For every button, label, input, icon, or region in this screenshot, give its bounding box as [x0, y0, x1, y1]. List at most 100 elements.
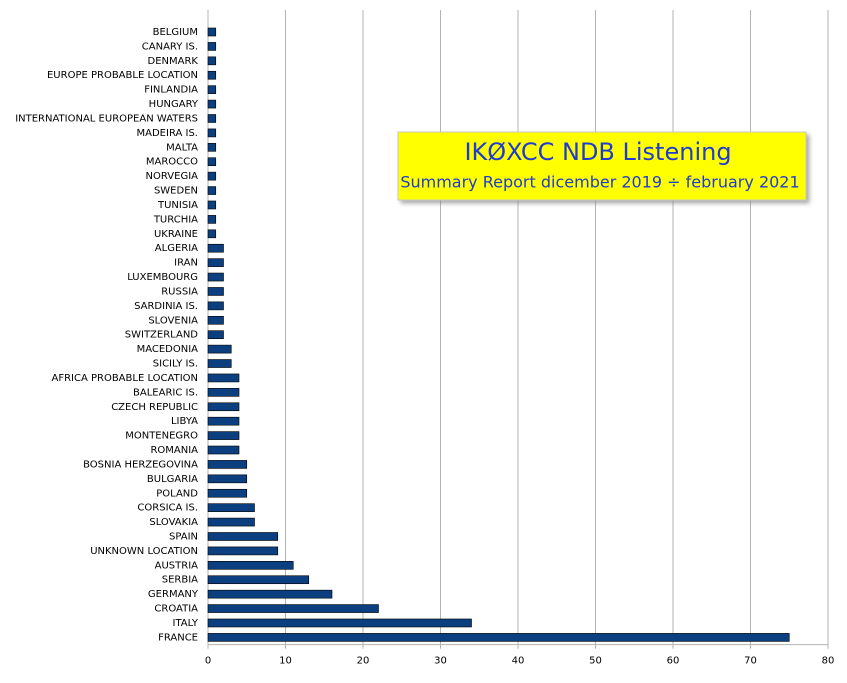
y-tick-label: SLOVENIA	[148, 315, 198, 326]
bar	[207, 532, 279, 541]
y-tick-label: LUXEMBOURG	[127, 272, 198, 283]
bar	[207, 445, 240, 455]
bar	[207, 99, 217, 109]
y-tick-label: MAROCCO	[146, 157, 198, 168]
bar	[207, 359, 232, 368]
x-tick-label: 40	[512, 656, 525, 667]
bar	[207, 561, 294, 570]
x-tick-label: 10	[279, 656, 292, 667]
bar	[207, 215, 217, 224]
y-tick-label: ROMANIA	[150, 445, 198, 456]
bar	[207, 56, 217, 66]
bar	[207, 143, 217, 152]
bar	[207, 42, 217, 51]
bar	[207, 157, 217, 167]
y-tick-label: SERBIA	[162, 575, 198, 586]
bar	[207, 416, 240, 426]
bar	[207, 604, 379, 613]
x-tick-label: 0	[205, 656, 211, 667]
bar	[207, 402, 240, 412]
x-tick-label: 30	[434, 656, 447, 667]
x-tick-label: 50	[589, 656, 602, 667]
y-tick-label: POLAND	[156, 488, 198, 499]
y-tick-label: MONTENEGRO	[125, 431, 198, 442]
y-tick-label: CROATIA	[154, 604, 198, 615]
y-tick-label: EUROPE PROBABLE LOCATION	[47, 70, 198, 81]
y-tick-label: BALEARIC IS.	[133, 387, 198, 398]
y-tick-label: ALGERIA	[155, 243, 198, 254]
chart-subtitle: Summary Report dicember 2019 ÷ february …	[400, 173, 799, 192]
plot-area: 0 10 20 30 40 50 60 70 80 BELGIUM CANARY IS. DENMAR…	[15, 10, 834, 667]
bar	[207, 114, 217, 123]
bar	[207, 287, 224, 296]
bar	[207, 589, 333, 599]
bar	[207, 460, 248, 469]
y-tick-label: SARDINIA IS.	[134, 301, 198, 312]
y-tick-label: UNKNOWN LOCATION	[90, 546, 198, 557]
y-tick-label: CANARY IS.	[142, 41, 198, 52]
bar	[207, 27, 217, 37]
bar	[207, 272, 224, 282]
y-tick-label: AUSTRIA	[155, 560, 199, 571]
bar	[207, 330, 224, 340]
y-tick-label: GERMANY	[148, 589, 199, 600]
y-tick-label: SWITZERLAND	[125, 330, 199, 341]
bar	[207, 373, 240, 383]
bar	[207, 344, 232, 354]
bar	[207, 258, 224, 267]
bar	[207, 171, 217, 181]
x-tick-label: 80	[822, 656, 835, 667]
x-tick-label: 20	[357, 656, 370, 667]
y-tick-label: IRAN	[174, 258, 198, 269]
bar	[207, 388, 240, 397]
bar	[207, 70, 217, 80]
y-tick-label: DENMARK	[148, 56, 199, 67]
bar	[207, 85, 217, 94]
y-tick-label: SICILY IS.	[153, 359, 198, 370]
bar	[207, 315, 224, 325]
title-box: IKØXCC NDB Listening Summary Report dice…	[397, 131, 807, 201]
y-tick-label: NORVEGIA	[146, 171, 199, 182]
bar	[207, 301, 224, 311]
y-tick-label: BULGARIA	[147, 474, 198, 485]
bar	[207, 229, 217, 239]
y-tick-label: MADEIRA IS.	[137, 128, 198, 139]
y-tick-label: HUNGARY	[149, 99, 199, 110]
bar	[207, 128, 217, 138]
y-tick-label: TUNISIA	[157, 200, 198, 211]
y-tick-label: LIBYA	[171, 416, 198, 427]
bar	[207, 200, 217, 210]
bar	[207, 546, 279, 556]
x-tick-label: 60	[667, 656, 680, 667]
y-tick-label: FRANCE	[158, 632, 198, 643]
y-tick-label: CORSICA IS.	[137, 503, 198, 514]
bar	[207, 575, 310, 585]
y-tick-label: BOSNIA HERZEGOVINA	[83, 459, 198, 470]
x-tick-label: 70	[744, 656, 757, 667]
y-tick-label: SWEDEN	[154, 186, 198, 197]
y-tick-label: CZECH REPUBLIC	[111, 402, 198, 413]
bar	[207, 243, 224, 253]
bar	[207, 503, 255, 512]
bar	[207, 618, 472, 628]
bar	[207, 488, 248, 498]
y-tick-label: BELGIUM	[153, 27, 198, 38]
bar	[207, 474, 248, 484]
y-tick-label: MALTA	[166, 142, 198, 153]
y-tick-label: SPAIN	[169, 531, 198, 542]
bar	[207, 431, 240, 440]
y-tick-label: AFRICA PROBABLE LOCATION	[51, 373, 198, 384]
title-background	[397, 131, 807, 201]
y-tick-label: MACEDONIA	[137, 344, 199, 355]
bar	[207, 517, 255, 527]
y-tick-label: RUSSIA	[161, 286, 198, 297]
y-tick-label: FINLANDIA	[144, 85, 198, 96]
bar	[207, 186, 217, 195]
y-tick-label: UKRAINE	[154, 229, 198, 240]
y-tick-label: ITALY	[173, 618, 199, 629]
chart-title: IKØXCC NDB Listening	[464, 138, 731, 166]
y-tick-label: INTERNATIONAL EUROPEAN WATERS	[15, 113, 198, 124]
y-tick-label: TURCHIA	[153, 214, 198, 225]
bar	[207, 633, 790, 642]
